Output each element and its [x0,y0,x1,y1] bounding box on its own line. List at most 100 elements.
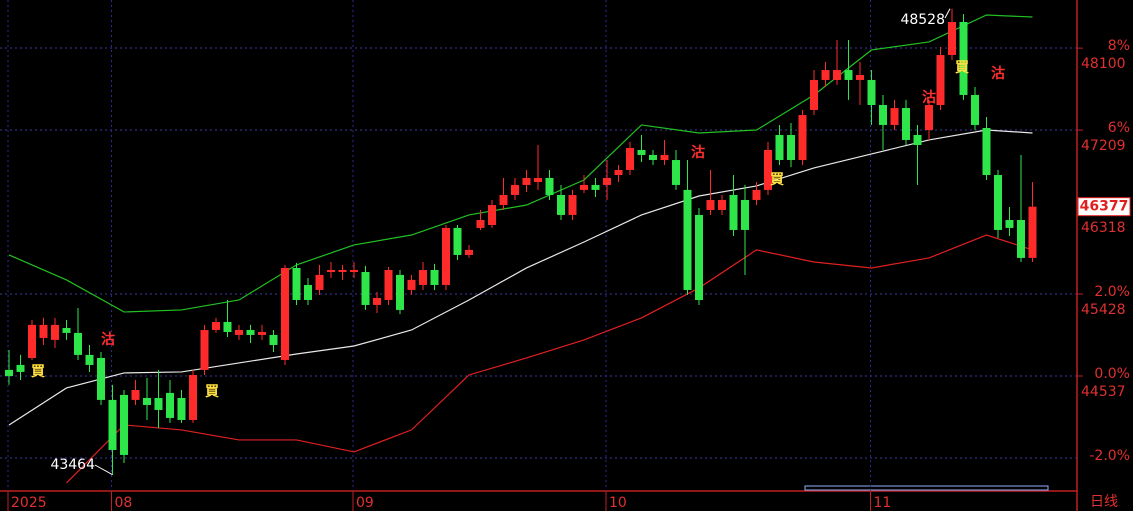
candle-body [488,205,496,225]
candle-body [890,108,899,125]
x-tick-label: 08 [115,495,133,511]
candle-body [74,332,82,355]
band-line [8,129,1033,426]
candle-body [649,154,657,161]
candle-body [798,115,807,161]
candle-body [166,392,174,418]
x-tick-label: 11 [874,495,892,511]
candle-body [1028,206,1037,258]
candle-body [568,194,577,215]
candle-body [327,269,335,273]
candle-body [177,397,186,420]
signal-label: 買 [205,384,220,400]
candle-body [235,329,243,335]
period-label: 日线 [1090,494,1118,510]
candle-body [695,214,703,300]
candle-body [361,272,370,305]
x-tick-label: 10 [609,495,627,511]
candle-body [200,329,209,370]
annotation-leader [94,464,113,476]
candle-body [741,199,749,230]
x-tick-label: 09 [356,495,374,511]
candle-body [522,177,531,185]
candle-body [476,220,485,228]
candle-body [39,324,48,338]
candle-body [729,194,738,230]
candle-body [212,321,220,330]
candle-body [407,279,416,290]
y-tick-label: 48100 [1081,56,1126,72]
y-tick-label: 44537 [1081,384,1126,400]
candle-body [810,79,818,110]
y2-tick-label: -2.0% [1089,448,1130,464]
candle-body [534,177,542,183]
y-tick-label: 47209 [1081,138,1126,154]
candle-body [545,177,554,195]
candle-body [994,175,1002,230]
y-tick-label: 45428 [1081,302,1126,318]
candle-body [28,324,36,358]
candle-body [580,184,588,190]
candle-body [672,160,680,185]
candle-body [787,134,795,161]
candle-body [591,184,600,190]
signal-label: 沽 [101,331,115,348]
scroll-bar [804,485,1049,491]
y2-tick-label: 6% [1108,120,1130,136]
candle-body [844,70,853,80]
candle-body [603,177,611,185]
annotation-leader [944,8,951,19]
y2-tick-label: 0.0% [1094,366,1130,382]
candle-body [1005,220,1014,228]
high-annotation: 48528 [900,12,945,28]
candle-body [982,127,991,176]
candle-body [143,397,151,405]
last-price-label: 46377 [1080,199,1129,215]
signal-label: 買 [955,60,970,76]
signal-label: 沽 [922,89,936,106]
low-annotation: 43464 [50,457,95,473]
candle-body [626,147,634,170]
candle-body [499,194,508,206]
candle-body [971,94,979,125]
candle-body [223,321,232,333]
candle-body [453,227,462,255]
candle-body [430,269,439,285]
candle-body [959,21,968,95]
candle-body [281,267,289,360]
candle-body [396,274,404,310]
candle-body [1017,220,1025,258]
candle-body [660,154,669,161]
signal-label: 沽 [991,65,1005,82]
candle-body [637,149,646,155]
candle-body [16,364,25,372]
candle-body [614,169,623,176]
candle-body [948,21,956,56]
candle-body [154,397,163,410]
candle-body [292,267,301,300]
candle-body [97,357,105,400]
candle-body [120,394,128,455]
signal-label: 沽 [691,144,705,161]
candle-body [5,369,13,376]
candle-body [442,227,450,285]
candle-body [350,269,358,273]
candle-body [936,55,945,105]
candle-body [683,189,692,290]
candle-body [833,70,841,80]
candle-body [465,249,473,255]
candle-body [856,74,864,80]
candle-body [879,104,887,125]
candle-body [62,327,71,333]
candle-body [384,269,393,300]
candle-body [925,104,933,131]
last-price-box [1077,197,1131,217]
signal-label: 買 [770,172,785,188]
candle-body [706,199,715,210]
candle-body [718,199,726,210]
y2-tick-label: 8% [1108,38,1130,54]
candle-body [775,134,784,161]
candle-body [821,70,830,80]
